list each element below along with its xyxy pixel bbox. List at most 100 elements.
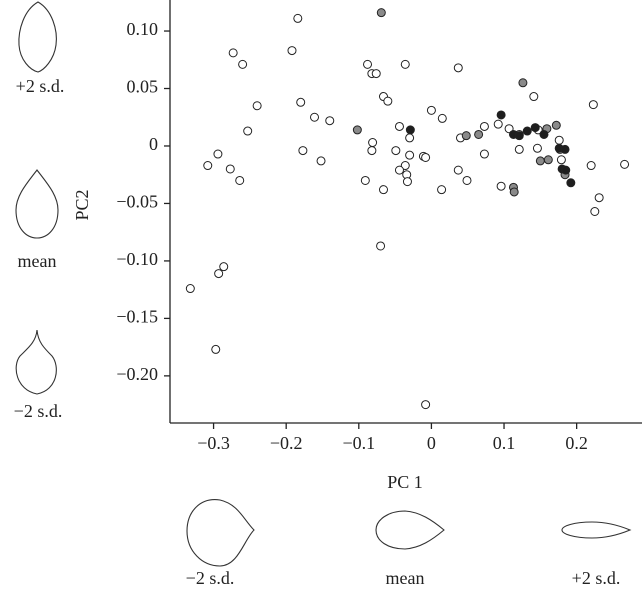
y-tick-label: −0.15 (116, 307, 158, 327)
shape-outline (561, 521, 632, 539)
y-tick-label: −0.20 (116, 364, 158, 384)
point (426, 105, 436, 115)
point (310, 112, 320, 122)
x-tick-label: −0.1 (342, 433, 375, 453)
point (400, 161, 410, 171)
point (368, 138, 378, 148)
point (529, 92, 539, 102)
point (543, 155, 553, 165)
point (394, 121, 404, 131)
point (588, 100, 598, 110)
point (421, 400, 431, 410)
y-tick-label: 0 (149, 134, 158, 154)
point (556, 155, 566, 165)
shape-outline (15, 329, 57, 395)
point (479, 149, 489, 159)
point (518, 78, 528, 88)
point (509, 187, 519, 197)
x-tick-label: −0.3 (197, 433, 230, 453)
point (316, 156, 326, 166)
point (238, 59, 248, 69)
point (453, 63, 463, 73)
point (566, 178, 576, 188)
y-tick-label: 0.10 (127, 19, 159, 39)
point (378, 185, 388, 195)
point (225, 164, 235, 174)
shape-outline (15, 169, 59, 239)
point (203, 161, 213, 171)
point (360, 175, 370, 185)
point (219, 262, 229, 272)
x-tick-label: 0.1 (493, 433, 516, 453)
point (405, 133, 415, 143)
point (405, 125, 415, 135)
point (235, 175, 245, 185)
shape-label: mean (386, 568, 425, 588)
point (394, 165, 404, 175)
y-tick-label: −0.05 (116, 192, 158, 212)
point (535, 156, 545, 166)
point (352, 125, 362, 135)
point (298, 146, 308, 156)
point (554, 135, 564, 145)
point (594, 193, 604, 203)
point (402, 177, 412, 187)
point (287, 46, 297, 56)
point (376, 8, 386, 18)
point (405, 150, 415, 160)
point (479, 121, 489, 131)
point (462, 175, 472, 185)
point (586, 161, 596, 171)
point (383, 96, 393, 106)
y-axis-label: PC2 (72, 189, 92, 220)
shape-outline (375, 510, 445, 550)
point (185, 284, 195, 294)
point (376, 241, 386, 251)
shape-label: mean (18, 251, 57, 271)
point (252, 101, 262, 111)
point (421, 152, 431, 162)
point (496, 181, 506, 191)
point (474, 129, 484, 139)
point (530, 123, 540, 133)
point (437, 113, 447, 123)
shape-outline (18, 1, 57, 73)
point (532, 143, 542, 153)
point (211, 344, 221, 354)
point (539, 129, 549, 139)
x-axis-label: PC 1 (387, 472, 423, 492)
point (400, 59, 410, 69)
x-tick-label: 0.2 (565, 433, 588, 453)
point (561, 165, 571, 175)
shape-label: −2 s.d. (14, 401, 63, 421)
point (371, 69, 381, 79)
point (560, 144, 570, 154)
point (228, 48, 238, 58)
point (363, 59, 373, 69)
point (296, 97, 306, 107)
point (367, 146, 377, 156)
y-tick-label: −0.10 (116, 249, 158, 269)
point (325, 116, 335, 126)
point (437, 185, 447, 195)
point (514, 144, 524, 154)
point (453, 165, 463, 175)
point (620, 159, 630, 169)
point (493, 119, 503, 129)
y-tick-label: 0.05 (127, 77, 159, 97)
point (551, 120, 561, 130)
point (243, 126, 253, 136)
point (496, 110, 506, 120)
point (214, 269, 224, 279)
shape-outline (186, 499, 255, 567)
point (522, 126, 532, 136)
point (590, 207, 600, 216)
x-tick-label: −0.2 (270, 433, 303, 453)
shape-label: +2 s.d. (16, 76, 65, 96)
point (293, 13, 303, 23)
point (514, 131, 524, 141)
shape-label: −2 s.d. (186, 568, 235, 588)
point (391, 146, 401, 156)
shape-label: +2 s.d. (572, 568, 621, 588)
x-tick-label: 0 (427, 433, 436, 453)
